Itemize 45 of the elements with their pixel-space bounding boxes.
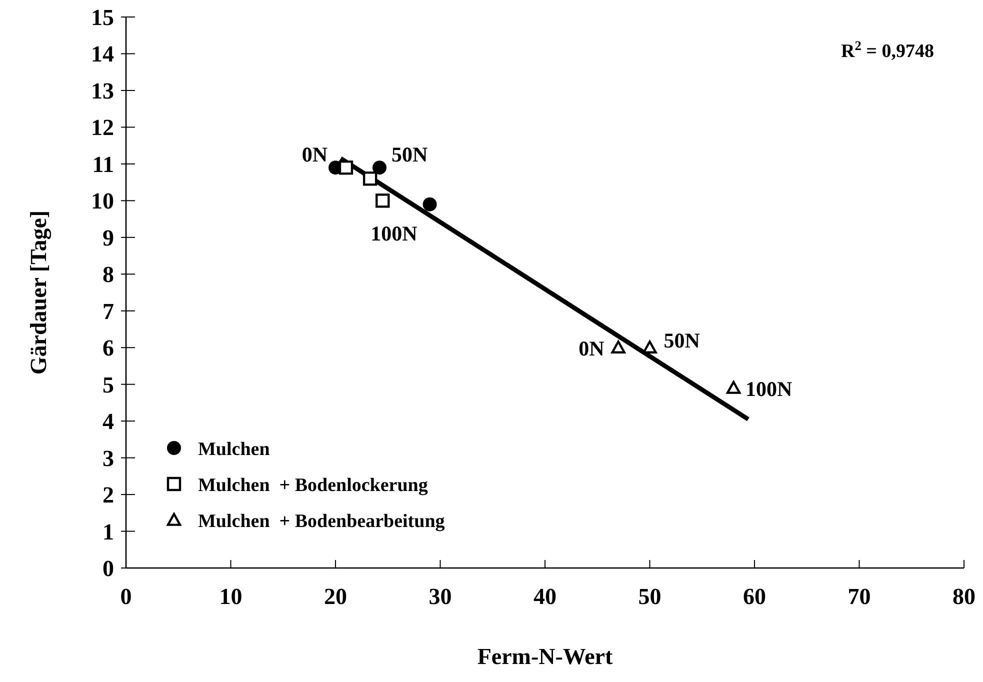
x-tick-label: 10	[219, 584, 242, 609]
x-tick-label: 20	[324, 584, 347, 609]
y-tick-label: 15	[91, 5, 114, 30]
y-tick-label: 10	[91, 188, 114, 214]
x-tick-label: 0	[120, 584, 132, 609]
point	[372, 160, 386, 175]
x-tick-label: 70	[848, 584, 871, 609]
legend-label: Mulchen + Bodenbearbeitung	[198, 511, 446, 532]
annotation: 100N	[370, 221, 418, 246]
y-tick-label: 8	[102, 262, 114, 288]
x-tick-label: 50	[638, 584, 662, 609]
y-tick-label: 6	[102, 336, 114, 361]
annotation: 0N	[302, 142, 328, 167]
annotation: 50N	[391, 142, 428, 167]
legend-label: Mulchen	[198, 439, 270, 460]
x-tick-label: 30	[428, 584, 452, 609]
y-tick-label: 9	[102, 225, 114, 250]
y-tick-label: 0	[102, 556, 114, 581]
annotation: 50N	[664, 328, 700, 353]
point	[726, 380, 741, 394]
point	[338, 160, 354, 175]
annotation: 100N	[746, 377, 792, 402]
point	[362, 172, 378, 186]
y-tick-label: 12	[91, 115, 114, 140]
y-tick-label: 1	[102, 519, 114, 544]
y-tick-label: 7	[102, 298, 114, 324]
x-axis-title: Ferm-N-Wert	[477, 644, 614, 669]
y-tick-label: 2	[102, 482, 114, 508]
x-tick-label: 80	[952, 584, 976, 609]
y-tick-label: 5	[102, 372, 114, 398]
annotation: R$^{2}$ = 0,9748	[841, 38, 934, 62]
y-tick-label: 13	[91, 78, 114, 104]
point	[611, 340, 626, 354]
x-tick-label: 40	[534, 584, 556, 609]
point	[422, 197, 437, 212]
y-tick-label: 11	[92, 152, 114, 177]
point	[376, 194, 390, 208]
y-tick-label: 3	[102, 446, 114, 471]
x-tick-label: 60	[743, 584, 766, 609]
y-axis-title: Gärdauer [Tage]	[26, 210, 52, 375]
legend-label: Mulchen + Bodenlockerung	[198, 475, 428, 496]
point	[642, 340, 657, 354]
y-tick-label: 4	[102, 409, 114, 434]
y-tick-label: 14	[91, 42, 114, 67]
annotation: 0N	[578, 336, 604, 361]
